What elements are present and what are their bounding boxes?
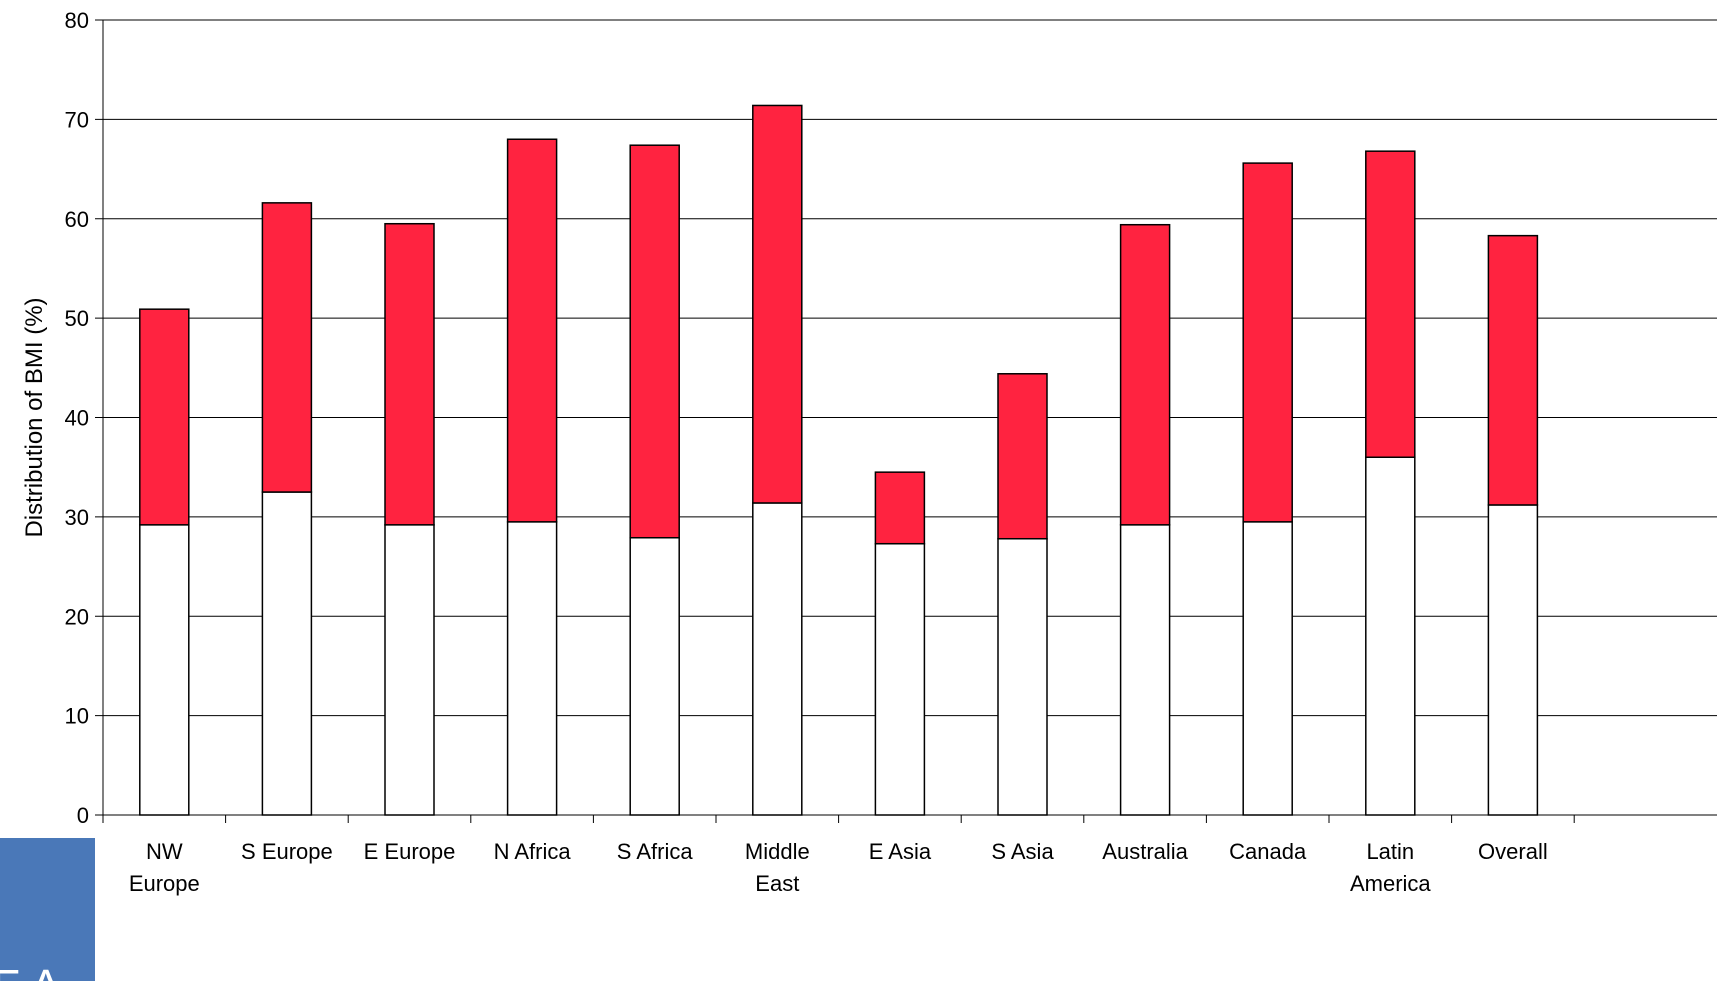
- y-tick-label: 50: [65, 306, 89, 331]
- bar-segment-upper: [139, 308, 190, 526]
- bar-segment-upper: [752, 104, 803, 504]
- bar-segment-lower: [506, 521, 558, 816]
- x-category-label: Overall: [1478, 839, 1548, 864]
- x-category-label-line: E Asia: [869, 839, 932, 864]
- y-tick-label: 10: [65, 704, 89, 729]
- x-category-label-line: Europe: [129, 871, 200, 896]
- y-axis-title: Distribution of BMI (%): [21, 297, 48, 537]
- corner-badge-background: [0, 838, 95, 981]
- y-tick-label: 80: [65, 8, 89, 33]
- y-tick-label: 30: [65, 505, 89, 530]
- x-category-label: Canada: [1229, 839, 1307, 864]
- x-category-label-line: Middle: [745, 839, 810, 864]
- x-category-label-line: S Africa: [617, 839, 694, 864]
- bar-segment-lower: [629, 536, 680, 816]
- bar-segment-lower: [752, 502, 803, 816]
- bar-segment-upper: [874, 471, 926, 545]
- bar-segment-upper: [1242, 162, 1293, 523]
- bar-segment-lower: [1365, 456, 1416, 816]
- bar-segment-lower: [997, 537, 1048, 816]
- x-category-labels: NW Europe S Europe E Europe N Africa S Africa…: [129, 839, 1548, 896]
- bar-segment-lower: [139, 524, 190, 816]
- y-tick-labels: 0 10 20 30 40 50 60 70 80: [65, 8, 89, 828]
- bar-segment-upper: [384, 222, 435, 526]
- corner-badge: F A: [0, 838, 95, 981]
- x-category-label: S Asia: [991, 839, 1054, 864]
- x-category-label-line: NW: [146, 839, 183, 864]
- y-tick-label: 0: [77, 803, 89, 828]
- x-category-label: Middle East: [745, 839, 810, 896]
- bar-segment-upper: [997, 373, 1048, 540]
- y-tick-label: 70: [65, 107, 89, 132]
- bar-segment-upper: [1487, 234, 1539, 506]
- x-category-label-line: Canada: [1229, 839, 1307, 864]
- corner-badge-label: F A: [0, 960, 61, 981]
- x-category-label: S Africa: [617, 839, 694, 864]
- bar-segment-lower: [1242, 521, 1293, 816]
- bar-segment-upper: [1119, 223, 1171, 526]
- y-tick-label: 20: [65, 604, 89, 629]
- x-category-label-line: East: [755, 871, 799, 896]
- bar-segment-upper: [1365, 150, 1416, 459]
- x-category-label: E Asia: [869, 839, 932, 864]
- bar-segment-lower: [1487, 504, 1539, 816]
- bar-segment-lower: [384, 524, 435, 816]
- x-category-label-line: America: [1350, 871, 1431, 896]
- x-category-label-line: Latin: [1366, 839, 1414, 864]
- y-tick-label: 60: [65, 207, 89, 232]
- x-category-label-line: N Africa: [494, 839, 572, 864]
- x-category-label-line: Overall: [1478, 839, 1548, 864]
- bar-segment-lower: [261, 491, 313, 816]
- x-category-label: S Europe: [241, 839, 333, 864]
- bar-segment-lower: [1119, 524, 1171, 816]
- y-tick-label: 40: [65, 406, 89, 431]
- x-category-label-line: S Asia: [991, 839, 1054, 864]
- x-category-label: NW Europe: [129, 839, 200, 896]
- x-category-label: E Europe: [364, 839, 456, 864]
- bar-segment-upper: [261, 202, 313, 493]
- bar-segment-upper: [629, 144, 680, 539]
- bar-segment-lower: [874, 542, 926, 816]
- x-category-label: N Africa: [494, 839, 572, 864]
- bar-segment-upper: [506, 138, 558, 523]
- x-category-label: Australia: [1102, 839, 1188, 864]
- x-category-label-line: S Europe: [241, 839, 333, 864]
- x-category-label-line: Australia: [1102, 839, 1188, 864]
- bars: [139, 104, 1539, 816]
- x-category-label-line: E Europe: [364, 839, 456, 864]
- x-category-label: Latin America: [1350, 839, 1431, 896]
